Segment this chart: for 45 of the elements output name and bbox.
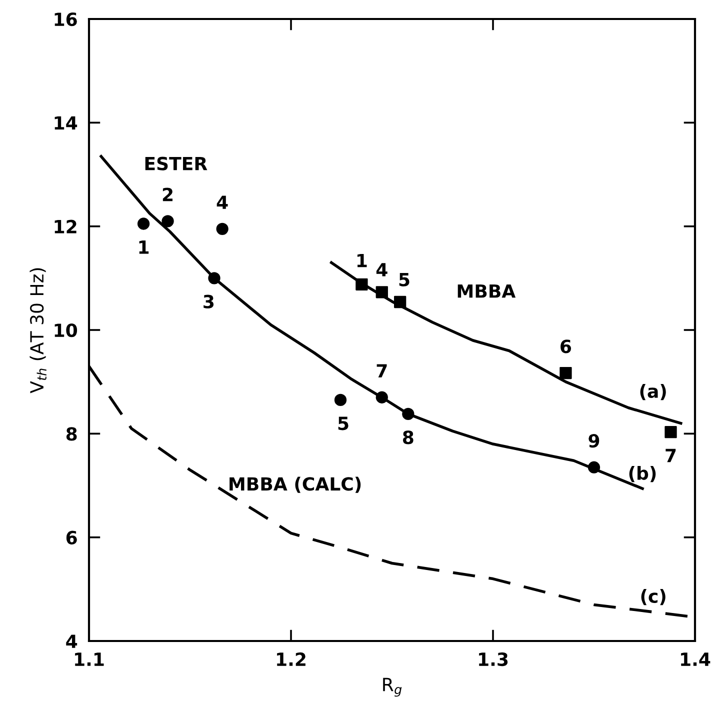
- point: [588, 461, 600, 474]
- x-tick-label: 1.1: [75, 652, 104, 666]
- point: [402, 408, 414, 420]
- point: [137, 218, 150, 230]
- y-tick-label: 10: [54, 323, 78, 338]
- series-label: (c): [641, 588, 666, 606]
- point: [394, 296, 406, 308]
- annotation: 9: [588, 434, 600, 448]
- point: [334, 394, 347, 406]
- point: [376, 391, 388, 404]
- y-tick-label: 14: [54, 116, 78, 130]
- y-axis-title: V$_{th}$ (AT 30 Hz): [30, 268, 46, 394]
- point: [162, 215, 174, 228]
- annotation: 2: [162, 188, 172, 202]
- annotation: MBBA: [458, 284, 516, 298]
- y-tick-label: 8: [66, 427, 77, 441]
- annotation: 8: [402, 430, 414, 444]
- y-tick-label: 12: [54, 220, 76, 234]
- y-tick-label: 4: [66, 634, 78, 648]
- annotation: ESTER: [145, 156, 208, 170]
- series-label: (a): [640, 384, 666, 400]
- annotation: 5: [338, 416, 348, 430]
- annotation: 7: [376, 364, 387, 378]
- annotation: 1: [357, 254, 367, 268]
- annotation: 7: [666, 448, 676, 462]
- x-tick-label: 1.4: [681, 652, 710, 666]
- series-label: (b): [629, 466, 656, 482]
- point: [216, 222, 228, 235]
- annotation: 1: [139, 240, 149, 254]
- y-tick-label: 16: [54, 12, 77, 26]
- point: [560, 366, 572, 380]
- annotation: 3: [204, 294, 214, 308]
- point: [376, 286, 388, 298]
- annotation: 6: [560, 340, 572, 354]
- point: [356, 278, 368, 290]
- annotation: 4: [216, 196, 228, 209]
- y-tick-label: 6: [66, 530, 77, 544]
- annotation: MBBA (CALC): [230, 476, 361, 493]
- annotation: 4: [376, 263, 388, 276]
- annotation: 5: [399, 272, 410, 286]
- point: [208, 272, 220, 284]
- x-tick-label: 1.3: [479, 652, 508, 666]
- point: [664, 426, 677, 438]
- x-axis-title: R$_{g}$: [383, 678, 402, 697]
- x-tick-label: 1.2: [277, 652, 306, 666]
